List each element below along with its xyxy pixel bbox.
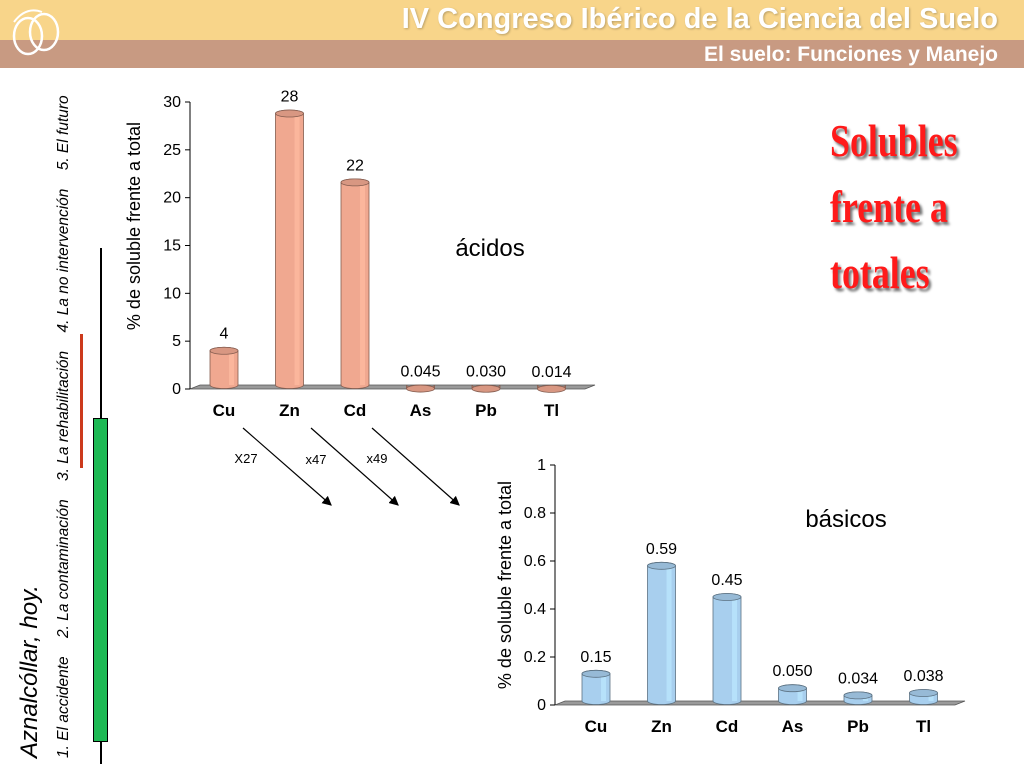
basic-tick-label: 0 [537,697,546,714]
basic-tick-label: 1 [537,457,546,474]
acid-category-label: Cu [213,401,236,420]
acid-tick-label: 25 [163,142,181,159]
acid-tick-label: 5 [172,333,181,350]
basic-bar-top [581,669,611,678]
acid-tick-label: 30 [163,94,181,111]
acid-bar-highlight [294,113,300,385]
acid-series-label: ácidos [455,235,524,262]
acid-data-label: 28 [281,88,299,105]
acid-bar-highlight [360,182,366,385]
acid-bar-top [340,178,370,187]
ratio-arrow [310,427,399,506]
acid-data-label: 0.045 [400,364,440,381]
basic-data-label: 0.45 [711,572,742,589]
basic-category-label: Cu [585,717,608,736]
basic-tick-label: 0.8 [524,505,546,522]
acid-category-label: Tl [544,401,559,420]
basic-data-label: 0.15 [580,649,611,666]
acid-tick-label: 15 [163,238,181,255]
acid-data-label: 22 [346,157,364,174]
ratio-arrow-label: x49 [367,451,388,466]
basic-bar-highlight [797,688,803,701]
acid-bar-top [209,346,239,355]
acid-bar-top [537,384,566,393]
page-title: IV Congreso Ibérico de la Ciencia del Su… [401,3,998,35]
acid-category-label: Pb [475,401,497,420]
active-section-marker [80,334,83,468]
basic-data-label: 0.038 [903,668,943,685]
basic-bar-top [647,561,676,570]
basic-bar-top [909,689,938,697]
acid-y-label: % de soluble frente a total [124,122,144,330]
acid-bar-top [275,109,304,118]
congress-logo [12,9,60,56]
basic-bar-top [712,593,742,601]
basic-floor [554,700,966,706]
basic-bar-top [778,684,807,693]
page-subtitle: El suelo: Funciones y Manejo [703,43,998,66]
acid-data-label: 0.014 [531,364,571,381]
basic-bar-highlight [601,673,607,701]
ratio-arrow [242,427,332,506]
progress-bar [93,418,108,742]
acid-tick-label: 10 [163,285,181,302]
acid-data-label: 0.030 [466,364,506,381]
basic-category-label: Zn [651,717,672,736]
basic-category-label: Tl [916,717,931,736]
acid-tick-label: 0 [172,381,181,398]
headline-line-3: totales [830,247,930,298]
basic-bar-top [843,691,873,700]
headline-line-1: Solubles [830,115,958,166]
basic-data-label: 0.59 [646,541,677,558]
basic-bar-highlight [928,693,934,701]
acid-bar-top [471,384,501,393]
acid-data-label: 4 [220,326,229,343]
acid-tick-label: 20 [163,190,181,207]
ratio-arrow-label: x47 [306,452,327,467]
acid-bar-highlight [229,350,235,385]
ratio-arrow-label: X27 [234,451,257,466]
basic-category-label: As [782,717,804,736]
subheader-band [0,40,1024,68]
acid-category-label: Zn [279,401,300,420]
headline: Solubles frente a totales [830,108,958,306]
basic-tick-label: 0.4 [524,601,546,618]
acid-bar-top [406,384,435,393]
basic-data-label: 0.050 [772,663,812,680]
basic-tick-label: 0.6 [524,553,546,570]
basic-tick-label: 0.2 [524,649,546,666]
header-band [0,0,1024,40]
acid-category-label: Cd [344,401,367,420]
basic-data-label: 0.034 [838,670,878,687]
basic-bar-highlight [666,565,672,701]
ratio-arrow [371,427,460,506]
basic-category-label: Cd [716,717,739,736]
headline-line-2: frente a [830,181,948,232]
basic-bar-highlight [732,597,738,701]
basic-series-label: básicos [805,506,886,533]
basic-y-label: % de soluble frente a total [495,481,515,689]
acid-category-label: As [410,401,432,420]
basic-category-label: Pb [847,717,869,736]
acid-floor [189,384,596,390]
